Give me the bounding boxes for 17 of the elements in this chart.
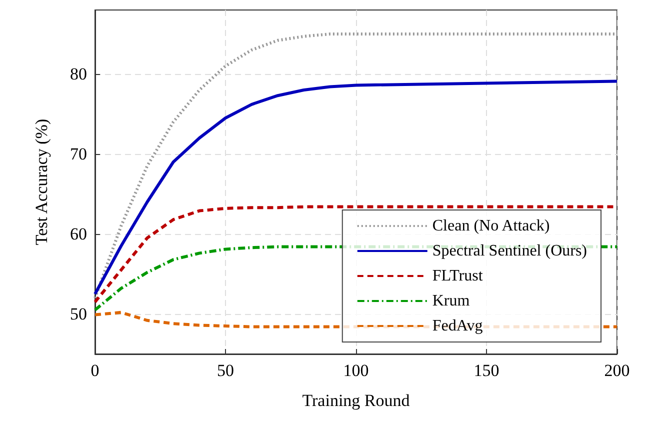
y-tick-label: 60	[70, 224, 87, 244]
x-axis-title: Training Round	[302, 391, 410, 410]
legend-label: FLTrust	[432, 268, 484, 284]
legend-label: Clean (No Attack)	[432, 218, 550, 234]
legend-label: Krum	[432, 292, 470, 310]
x-tick-label: 100	[343, 361, 369, 380]
x-tick-label: 50	[217, 361, 234, 380]
y-tick-label: 50	[70, 304, 87, 324]
y-tick-label: 80	[70, 64, 87, 84]
legend-label: FedAvg	[432, 318, 483, 334]
x-tick-label: 150	[474, 361, 500, 380]
y-tick-label: 70	[70, 144, 87, 164]
x-tick-label: 0	[90, 361, 100, 380]
line-series	[94, 80, 618, 296]
y-axis-title: Test Accuracy (%)	[32, 118, 51, 246]
legend-label: Spectral Sentinel (Ours)	[432, 242, 587, 260]
x-tick-label: 200	[604, 361, 630, 380]
